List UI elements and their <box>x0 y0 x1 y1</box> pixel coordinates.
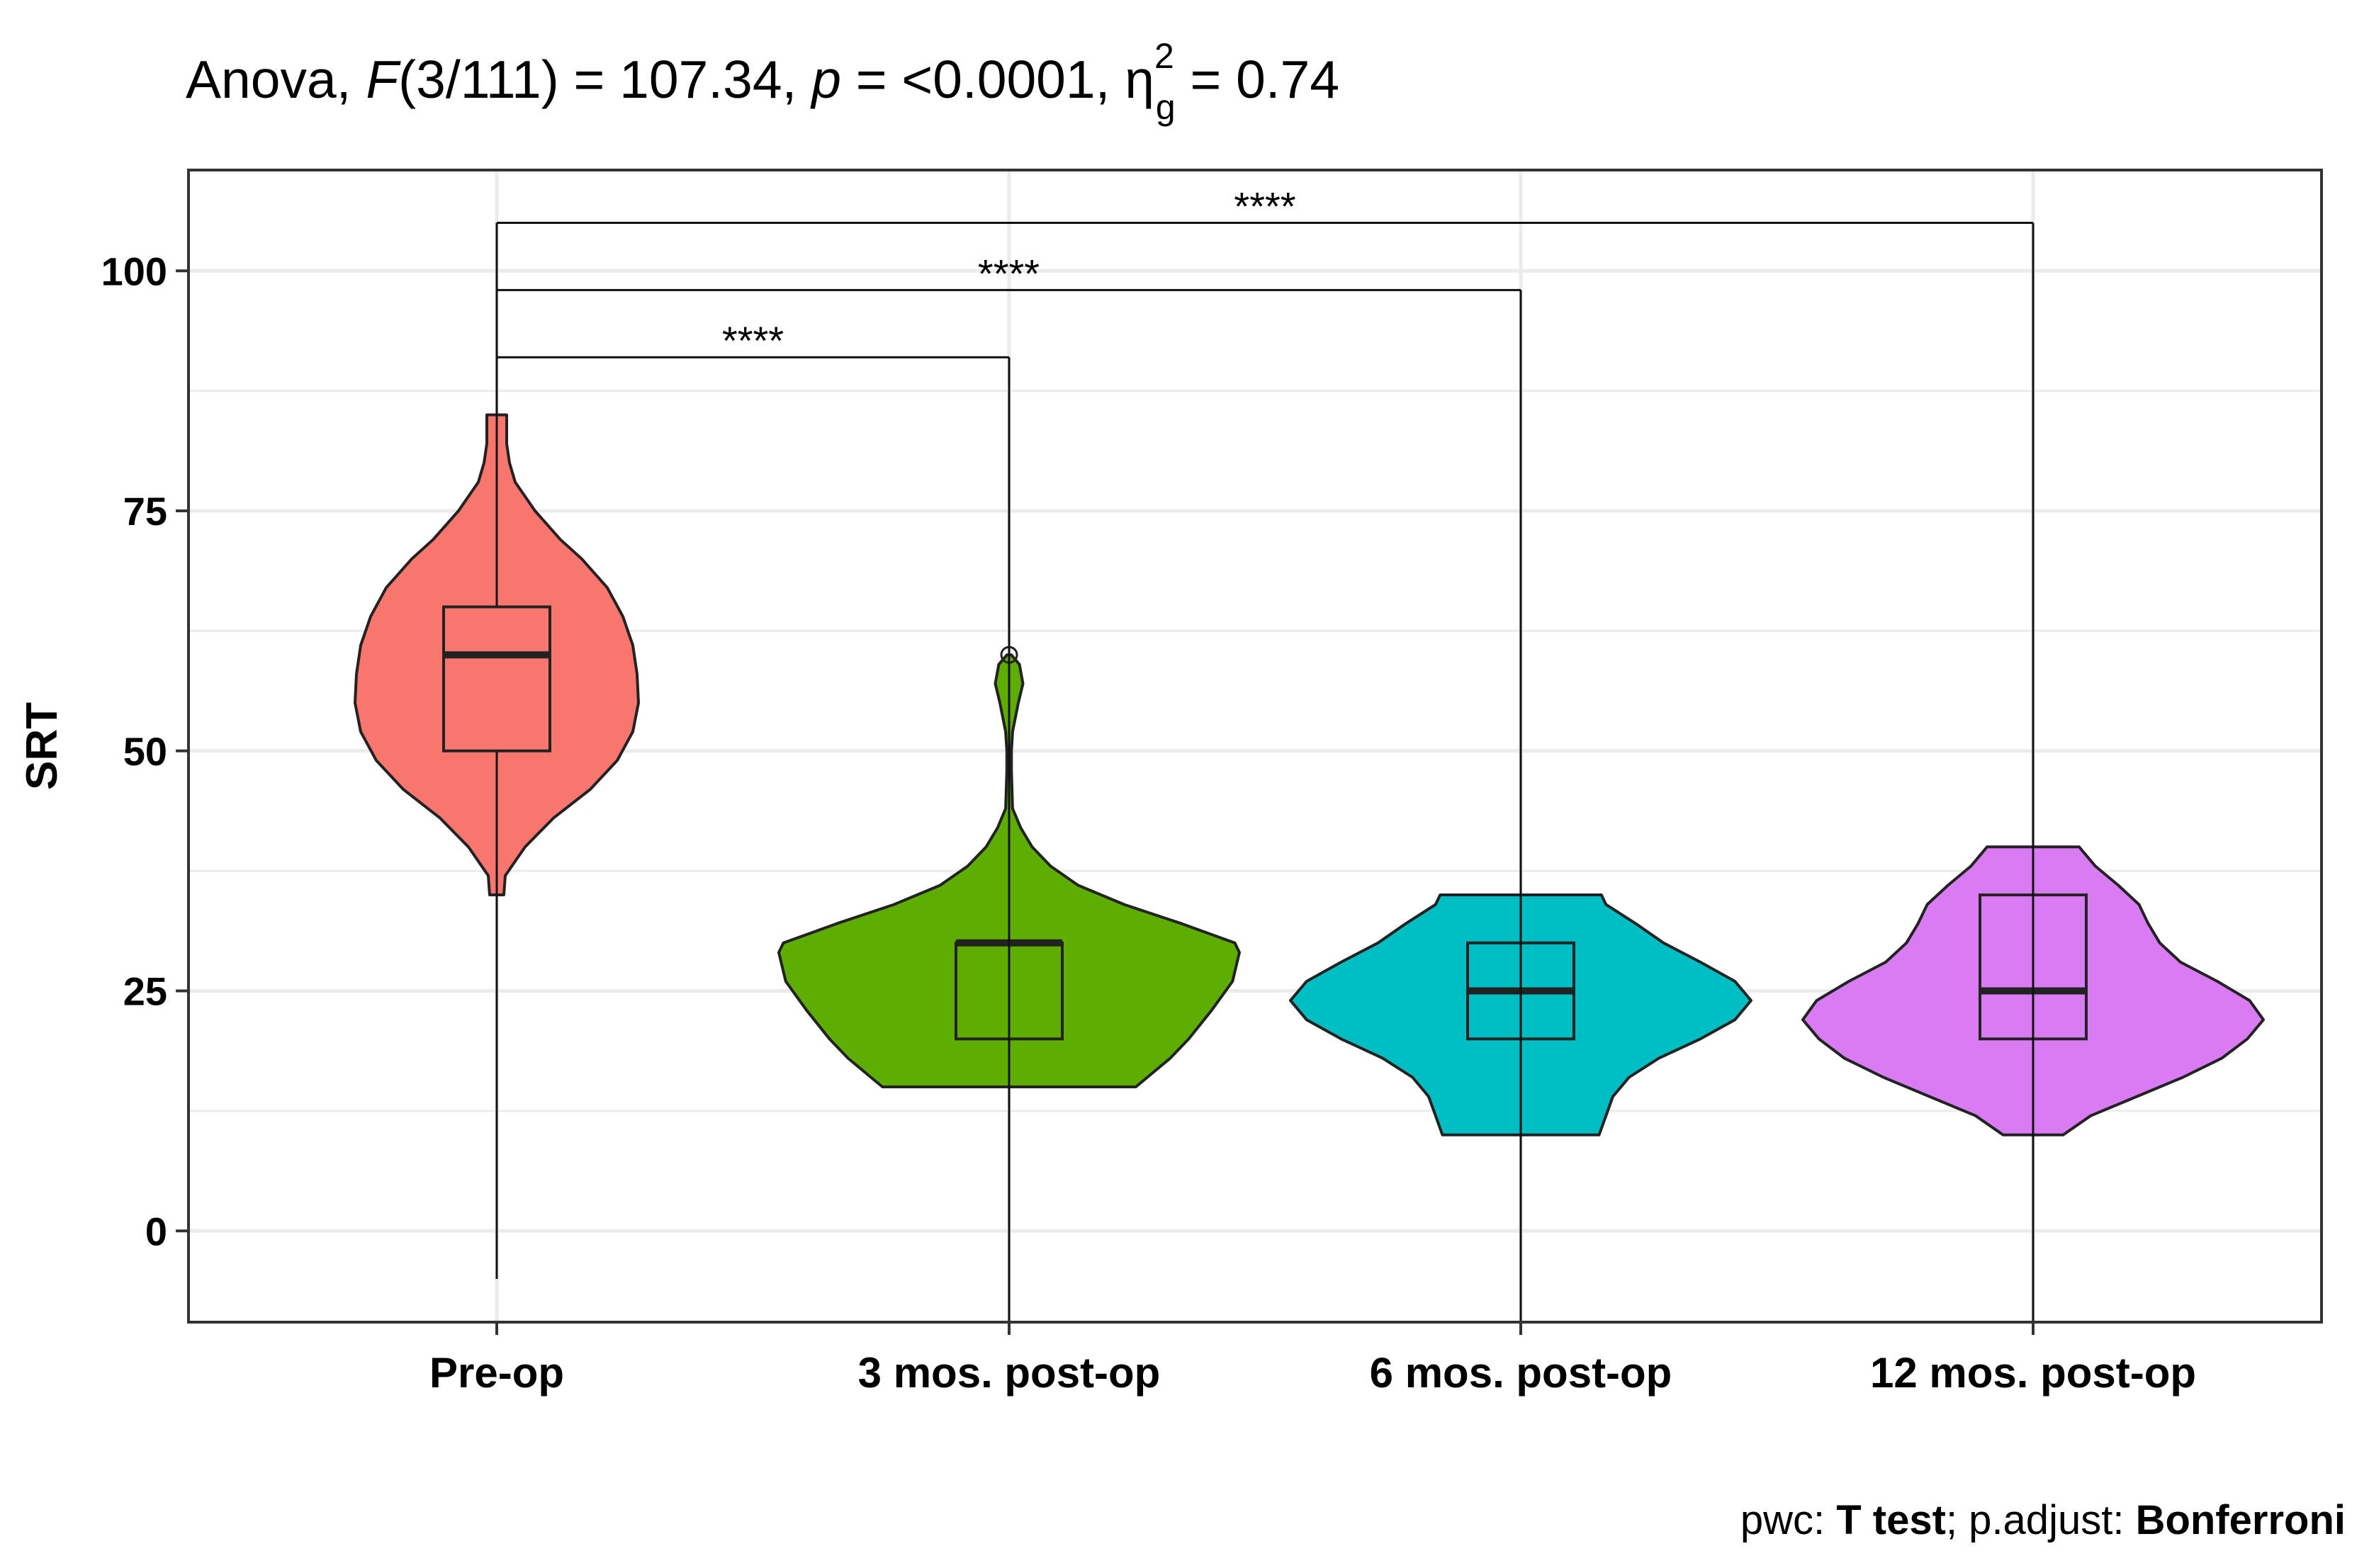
caption: pwc: T test; p.adjust: Bonferroni <box>1740 1497 2346 1543</box>
significance-label: **** <box>722 318 784 363</box>
y-tick-label: 50 <box>123 729 167 774</box>
violins <box>354 413 2265 1136</box>
x-tick-label: 6 mos. post-op <box>1370 1349 1672 1397</box>
y-tick-label: 0 <box>145 1209 167 1253</box>
y-axis: 0 25 50 75 100 <box>101 249 188 1253</box>
x-tick-label: 3 mos. post-op <box>858 1349 1161 1397</box>
chart-title: Anova, F(3/111) = 107.34, p = <0.0001, η… <box>186 36 1339 127</box>
y-tick-label: 100 <box>101 249 167 293</box>
y-tick-label: 75 <box>123 489 167 534</box>
y-tick-label: 25 <box>123 969 167 1014</box>
plot-panel-border <box>187 169 2323 1324</box>
y-axis-label: SRT <box>18 702 67 790</box>
box-iqr <box>442 605 551 752</box>
boxplots <box>442 414 2088 1280</box>
x-axis: Pre-op 3 mos. post-op 6 mos. post-op 12 mos… <box>429 1322 2196 1397</box>
significance-label: **** <box>1234 184 1295 229</box>
significance-label: **** <box>978 251 1040 295</box>
x-tick-label: 12 mos. post-op <box>1870 1349 2196 1397</box>
significance-brackets: **** **** **** <box>495 184 2035 1322</box>
x-tick-label: Pre-op <box>429 1349 564 1397</box>
